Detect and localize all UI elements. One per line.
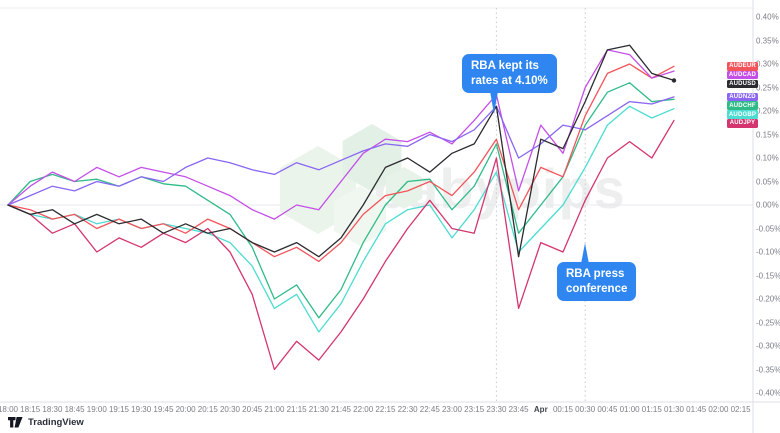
time-tick-label: 22:45 — [419, 405, 440, 414]
rba-press-conference-callout[interactable]: RBA press conference — [557, 262, 637, 302]
price-tick-label: -0.10% — [756, 247, 780, 257]
price-flag-AUDUSD: AUDUSD — [727, 79, 758, 89]
price-tick-label: 0.30% — [756, 59, 779, 69]
price-tick-label: -0.05% — [756, 224, 780, 233]
price-flag-AUDNZD: AUDNZD — [727, 92, 758, 102]
time-tick-label: 19:45 — [153, 405, 174, 414]
time-tick-label: 23:30 — [486, 405, 507, 414]
price-flag-AUDEUR: AUDEUR — [727, 62, 758, 71]
time-tick-label: 23:00 — [441, 405, 463, 414]
time-tick-label: 18:15 — [20, 405, 41, 414]
time-tick-label: 19:15 — [108, 405, 130, 414]
time-tick-label: 23:15 — [464, 405, 485, 414]
price-tick-label: 0.10% — [756, 153, 779, 163]
time-tick-label: 20:30 — [219, 405, 241, 414]
time-tick-label: 00:45 — [597, 405, 618, 414]
time-tick-label: Apr — [533, 405, 548, 414]
time-tick-label: 01:00 — [619, 405, 640, 414]
time-tick-label: 01:30 — [663, 405, 685, 414]
time-tick-label: 18:45 — [64, 405, 85, 414]
price-tick-label: -0.40% — [756, 388, 780, 398]
price-tick-label: -0.15% — [756, 271, 780, 280]
callout-text: rates at 4.10% — [471, 74, 548, 87]
price-tick-label: 0.20% — [756, 106, 779, 116]
time-tick-label: 23:45 — [508, 405, 529, 414]
time-tick-label: 00:15 — [552, 405, 574, 414]
time-tick-label: 19:00 — [86, 405, 107, 414]
time-tick-label: 18:30 — [42, 405, 63, 414]
time-tick-label: 21:30 — [308, 405, 329, 414]
price-tick-label: -0.25% — [756, 318, 780, 327]
babypips-hexagon-watermark — [385, 167, 423, 209]
time-tick-label: 20:15 — [197, 405, 218, 414]
tradingview-logo[interactable]: TradingView — [8, 417, 84, 428]
callout-text: RBA press — [566, 268, 625, 280]
time-tick-label: 21:15 — [286, 405, 307, 414]
babypips-hexagon-watermark — [334, 186, 386, 246]
price-tick-label: -0.35% — [756, 365, 780, 374]
time-tick-label: 00:30 — [575, 405, 596, 414]
time-tick-label: 21:45 — [330, 405, 352, 414]
series-line-AUDNZD[interactable] — [7, 96, 675, 206]
series-line-AUDEUR[interactable] — [7, 63, 675, 263]
price-tick-label: -0.30% — [756, 341, 780, 351]
tradingview-wordmark: TradingView — [28, 417, 84, 428]
series-line-AUDCAD[interactable] — [7, 49, 675, 220]
callout-tail-down — [490, 91, 498, 114]
time-tick-label: 22:30 — [397, 405, 418, 414]
price-tick-label: 0.05% — [756, 177, 779, 186]
price-tick-label: 0.15% — [756, 130, 779, 139]
time-tick-label: 02:00 — [708, 405, 729, 414]
time-tick-label: 22:00 — [353, 405, 374, 414]
callout-text: conference — [566, 282, 628, 295]
price-tick-label: 0.25% — [756, 83, 779, 92]
price-flag-AUDJPY: AUDJPY — [727, 119, 758, 128]
price-tick-label: 0.00% — [756, 200, 779, 210]
price-tick-label: 0.35% — [756, 36, 779, 45]
price-flag-AUDCHF: AUDCHF — [727, 101, 758, 110]
series-line-AUDUSD[interactable] — [7, 44, 675, 258]
rba-rate-decision-callout[interactable]: RBA kept its rates at 4.10% — [462, 54, 557, 94]
series-line-AUDJPY[interactable] — [7, 119, 675, 371]
tradingview-icon — [8, 417, 23, 428]
time-tick-label: 01:45 — [686, 405, 707, 414]
price-flag-AUDGBP: AUDGBP — [727, 110, 758, 119]
time-tick-label: 18:00 — [0, 405, 19, 414]
price-tick-label: 0.40% — [756, 12, 779, 22]
last-price-dot-audusd — [671, 78, 677, 83]
time-tick-label: 20:00 — [175, 405, 196, 414]
time-tick-label: 19:30 — [131, 405, 152, 414]
time-tick-label: 20:45 — [242, 405, 263, 414]
time-tick-label: 02:15 — [730, 405, 751, 414]
callout-text: RBA kept its — [471, 60, 539, 72]
time-tick-label: 21:00 — [264, 405, 285, 414]
callout-tail-up — [581, 243, 589, 264]
time-tick-label: 01:15 — [641, 405, 662, 414]
price-flag-AUDCAD: AUDCAD — [727, 70, 758, 80]
time-tick-label: 22:15 — [375, 405, 396, 414]
price-tick-label: -0.20% — [756, 294, 780, 304]
babypips-hexagon-watermark — [342, 124, 402, 192]
